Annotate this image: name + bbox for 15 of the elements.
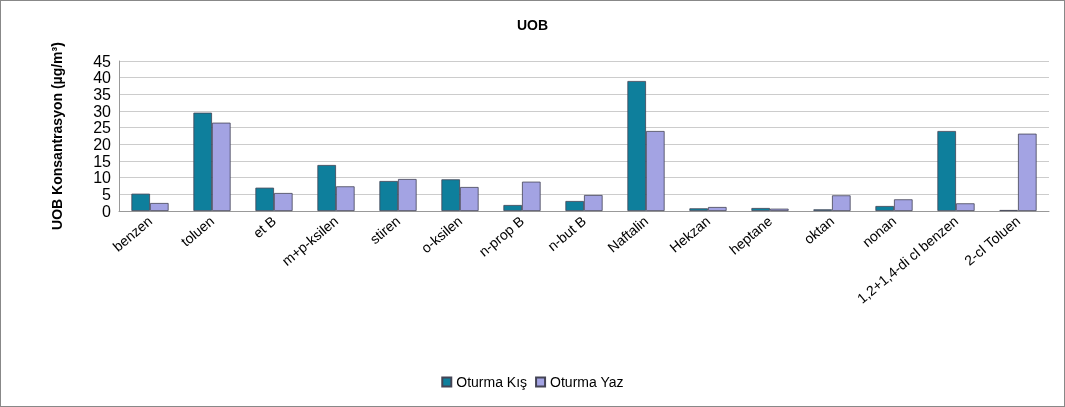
x-tick-label: et B <box>249 212 280 242</box>
y-tick-label: 15 <box>93 152 112 170</box>
legend-label: Oturma Kış <box>456 374 528 390</box>
y-tick-label: 20 <box>93 135 112 153</box>
y-tick-label: 40 <box>93 69 112 87</box>
y-tick-label: 25 <box>93 119 112 137</box>
y-tick-label: 5 <box>102 185 112 203</box>
y-tick-label: 35 <box>93 85 112 103</box>
y-tick-label: 10 <box>93 169 112 187</box>
y-tick-label: 45 <box>93 52 112 70</box>
y-tick-label: 0 <box>102 202 112 220</box>
y-axis-title: UOB Konsantrasyon (µg/m³) <box>49 42 65 230</box>
chart-title: UOB <box>516 17 549 33</box>
y-tick-label: 30 <box>93 102 112 120</box>
legend-label: Oturma Yaz <box>550 374 624 390</box>
